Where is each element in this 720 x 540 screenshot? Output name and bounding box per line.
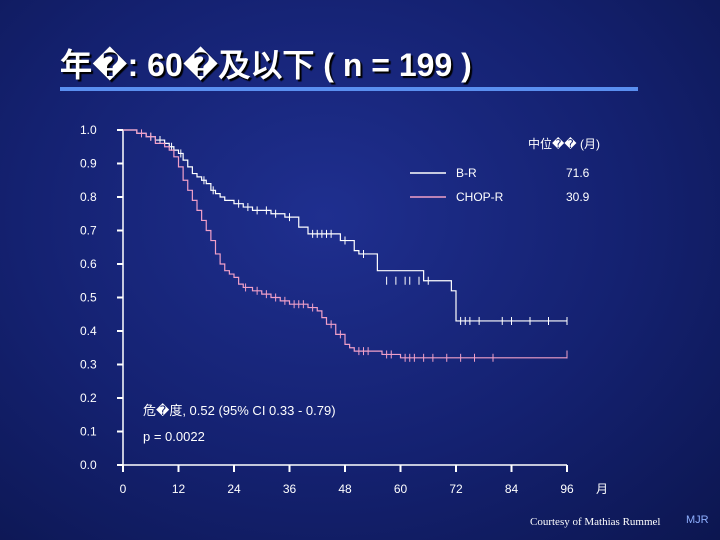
legend-label-chop-r: CHOP-R: [456, 190, 504, 204]
series-line-b-r: [123, 129, 567, 322]
y-tick-label-3: 0.3: [80, 358, 97, 372]
y-tick-label-1: 0.1: [80, 425, 97, 439]
x-tick-label-3: 36: [283, 482, 297, 496]
hazard-ratio-annotation: 危�度, 0.52 (95% CI 0.33 - 0.79): [143, 403, 336, 418]
chart-legend: 中位�� (月) B-R 71.6 CHOP-R 30.9: [410, 136, 600, 204]
legend-median-chop-r: 30.9: [566, 190, 590, 204]
y-tick-label-10: 1.0: [80, 123, 97, 137]
y-tick-label-0: 0.0: [80, 458, 97, 472]
y-tick-label-2: 0.2: [80, 391, 97, 405]
author-initials: MJR: [686, 514, 709, 526]
y-tick-label-7: 0.7: [80, 224, 97, 238]
legend-title: 中位�� (月): [528, 136, 600, 151]
legend-median-br: 71.6: [566, 166, 590, 180]
series-layer: [123, 129, 568, 362]
y-tick-label-8: 0.8: [80, 190, 97, 204]
x-axis-unit-label: 月: [596, 482, 608, 496]
y-tick-label-9: 0.9: [80, 157, 97, 171]
credit-text: Courtesy of Mathias Rummel: [530, 516, 661, 528]
slide-title: 年�: 60�及以下 ( n = 199 ): [60, 47, 472, 83]
x-tick-label-4: 48: [338, 482, 352, 496]
x-tick-label-7: 84: [505, 482, 519, 496]
x-tick-label-2: 24: [227, 482, 241, 496]
x-tick-label-8: 96: [560, 482, 574, 496]
x-tick-label-5: 60: [394, 482, 408, 496]
series-line-chop-r: [123, 129, 567, 359]
y-tick-label-5: 0.5: [80, 291, 97, 305]
chart-axes: 0.0 0.1 0.2 0.3 0.4 0.5 0.6 0.7 0.8 0.9 1.0 0 12 24 36…: [80, 123, 574, 496]
x-tick-label-6: 72: [449, 482, 463, 496]
y-tick-label-6: 0.6: [80, 257, 97, 271]
x-tick-label-1: 12: [172, 482, 186, 496]
x-tick-label-0: 0: [120, 482, 127, 496]
legend-label-br: B-R: [456, 166, 477, 180]
p-value-annotation: p = 0.0022: [143, 429, 205, 444]
y-tick-label-4: 0.4: [80, 324, 97, 338]
title-underline: [60, 87, 638, 91]
